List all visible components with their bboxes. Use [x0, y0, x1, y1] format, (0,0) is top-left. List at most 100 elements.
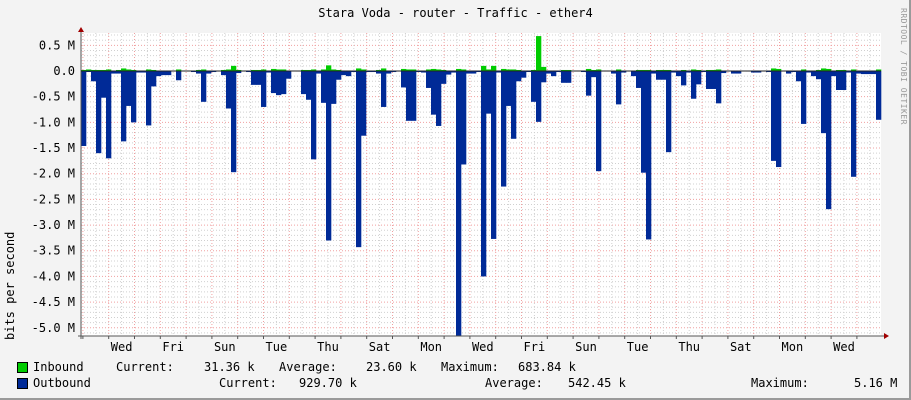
y-tick-label: -3.0 M	[32, 218, 75, 232]
inbound-bar	[816, 69, 822, 72]
inbound-bar	[596, 69, 602, 72]
inbound-bar	[106, 69, 112, 72]
outbound-bar	[826, 71, 832, 210]
outbound-bar	[636, 71, 642, 88]
outbound-bar	[106, 71, 112, 159]
outbound-current-value: 929.70 k	[299, 376, 357, 390]
outbound-bar	[836, 71, 842, 91]
y-tick-label: 0.0	[53, 64, 75, 78]
outbound-bar	[851, 71, 857, 177]
inbound-bar	[506, 69, 512, 72]
outbound-bar	[436, 71, 442, 126]
outbound-bar	[101, 71, 107, 98]
outbound-bar	[861, 71, 867, 75]
outbound-bar	[206, 71, 212, 74]
outbound-bar	[676, 71, 682, 77]
x-tick-label: Mon	[782, 340, 804, 354]
outbound-bar	[156, 71, 162, 77]
inbound-bar	[101, 69, 107, 72]
outbound-bar	[816, 71, 822, 80]
inbound-bar	[591, 69, 597, 72]
outbound-bar	[481, 71, 487, 277]
inbound-bar	[116, 69, 122, 72]
inbound-bar	[196, 69, 202, 72]
inbound-bar	[716, 69, 722, 72]
outbound-bar	[471, 71, 477, 74]
outbound-bar	[91, 71, 97, 82]
outbound-bar	[121, 71, 127, 142]
outbound-bar	[566, 71, 572, 83]
outbound-bar	[521, 71, 527, 78]
inbound-bar	[566, 69, 572, 72]
x-tick-label: Wed	[472, 340, 494, 354]
outbound-bar	[591, 71, 597, 78]
inbound-bar	[776, 68, 782, 72]
inbound-bar	[516, 69, 522, 72]
x-tick-labels: Wed Fri Sun Tue Thu Sat Mon Wed Fri Sun Tue Thu Sat M…	[111, 340, 855, 354]
outbound-bar	[361, 71, 367, 136]
outbound-bar	[841, 71, 847, 91]
outbound-bar	[546, 71, 552, 74]
outbound-bar	[456, 71, 462, 336]
outbound-bar	[491, 71, 497, 239]
y-tick-labels: 0.5 M 0.0 -0.5 M -1.0 M -1.5 M -2.0 M -2.5 M -3…	[32, 38, 75, 334]
y-axis-arrow-icon	[78, 27, 84, 32]
outbound-bar	[541, 71, 547, 83]
inbound-bar	[646, 69, 652, 72]
outbound-current-label: Current:	[219, 376, 277, 390]
x-axis-arrow-icon	[884, 333, 889, 339]
x-tick-label: Sat	[369, 340, 391, 354]
inbound-bar	[381, 68, 387, 72]
outbound-bar	[246, 71, 252, 73]
inbound-bar	[376, 69, 382, 72]
x-tick-label: Sun	[214, 340, 236, 354]
x-tick-label: Mon	[420, 340, 442, 354]
outbound-bar	[126, 71, 132, 106]
outbound-bar	[511, 71, 517, 139]
x-tick-label: Fri	[162, 340, 184, 354]
outbound-bar	[821, 71, 827, 134]
y-tick-label: -0.5 M	[32, 90, 75, 104]
y-tick-label: -4.0 M	[32, 269, 75, 283]
outbound-maximum-value: 5.16 M	[854, 376, 898, 390]
y-tick-label: -3.5 M	[32, 244, 75, 258]
outbound-bar	[201, 71, 207, 102]
outbound-bar	[306, 71, 312, 100]
inbound-bar	[636, 69, 642, 72]
outbound-bar	[611, 71, 617, 74]
outbound-bar	[801, 71, 807, 124]
outbound-bar	[711, 71, 717, 89]
outbound-bar	[231, 71, 237, 173]
outbound-label: Outbound	[33, 376, 91, 390]
outbound-bar	[776, 71, 782, 168]
outbound-bar	[316, 71, 322, 74]
outbound-bar	[391, 71, 397, 73]
outbound-bar	[721, 71, 727, 74]
inbound-bar	[326, 65, 332, 72]
outbound-bar	[451, 71, 457, 73]
outbound-bar	[516, 71, 522, 82]
outbound-bar	[616, 71, 622, 105]
outbound-bar	[561, 71, 567, 83]
x-tick-label: Wed	[111, 340, 133, 354]
outbound-bar	[531, 71, 537, 102]
outbound-bar	[811, 71, 817, 77]
outbound-bar	[501, 71, 507, 187]
outbound-bar	[686, 71, 692, 73]
inbound-bar	[641, 69, 647, 72]
outbound-bar	[716, 71, 722, 104]
inbound-bar	[661, 69, 667, 72]
outbound-bar	[166, 71, 172, 76]
inbound-bar	[401, 68, 407, 72]
outbound-bar	[526, 71, 532, 73]
inbound-maximum-value: 683.84 k	[518, 360, 576, 374]
outbound-bar	[301, 71, 307, 95]
inbound-bar	[801, 69, 807, 72]
outbound-bar	[771, 71, 777, 161]
inbound-bar	[486, 69, 492, 72]
outbound-bar	[756, 71, 762, 73]
outbound-bar	[621, 71, 627, 73]
inbound-bar	[221, 69, 227, 72]
y-tick-label: 0.5 M	[39, 38, 75, 52]
inbound-bar	[271, 68, 277, 72]
